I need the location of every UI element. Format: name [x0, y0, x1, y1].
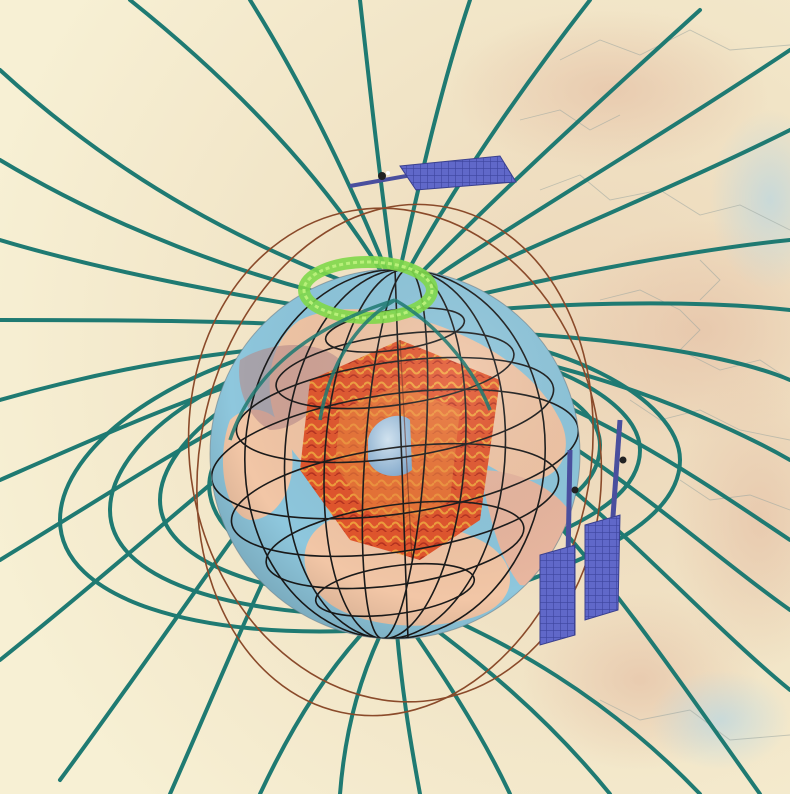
orbit-ellipse: [187, 207, 603, 703]
field-line: [393, 48, 790, 307]
field-line: [128, 0, 397, 297]
field-line: [393, 8, 702, 302]
orbit-ellipse: [196, 203, 594, 717]
satellite-orbits: [187, 203, 603, 717]
field-line: [393, 0, 472, 294]
aurora-oval-icon: [298, 256, 438, 324]
satellite-icon: [349, 155, 517, 191]
field-line: [248, 0, 397, 294]
satellite-icon: [584, 419, 627, 621]
earth-globe-icon: [209, 268, 581, 640]
field-line: [393, 0, 592, 297]
field-line: [358, 0, 397, 292]
satellite-icon: [539, 449, 579, 646]
